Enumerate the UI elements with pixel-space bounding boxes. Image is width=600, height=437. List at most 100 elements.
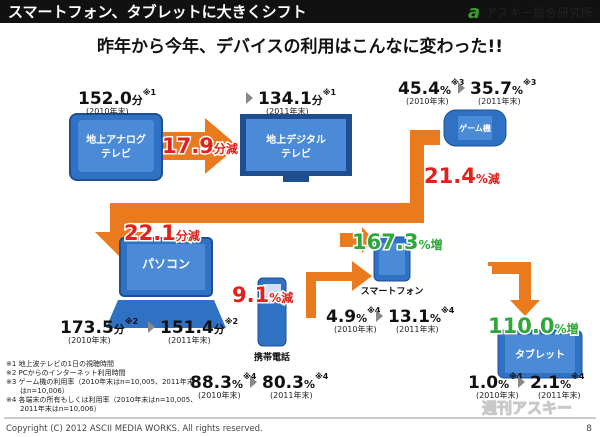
- device-label: 地上アナログ: [86, 133, 146, 146]
- footnote: ※1 地上波テレビの1日の視聴時間: [6, 359, 114, 368]
- arrow: [290, 261, 372, 318]
- change-unit: %増: [418, 237, 442, 252]
- arrow: [340, 227, 374, 253]
- stat-unit: %: [512, 84, 523, 97]
- stat: 152.0分※1: [78, 87, 157, 109]
- arrow: [160, 118, 238, 174]
- screen: [379, 243, 405, 275]
- stat-note: ※3: [451, 77, 464, 87]
- step-triangle: [250, 376, 257, 388]
- stat-unit: 分: [114, 322, 125, 336]
- footnote: 2011年末はn=10,006）: [6, 404, 101, 413]
- stat: 80.3%※4: [262, 371, 329, 393]
- stat-period: (2010年末): [334, 324, 377, 334]
- stat: 1.0%※4: [468, 371, 523, 393]
- stat-period: (2010年末): [198, 390, 241, 400]
- change-value: 17.9: [162, 134, 214, 158]
- dot: [496, 262, 500, 266]
- stat-unit: %: [356, 312, 367, 325]
- stat-value: 1.0: [468, 373, 498, 393]
- tv-stand: [283, 176, 309, 182]
- change-value: 110.0: [488, 314, 554, 338]
- screen: [458, 116, 492, 140]
- stat-unit: 分: [312, 93, 323, 107]
- step-triangle: [518, 376, 525, 388]
- step-triangle: [148, 321, 155, 333]
- footnote: ※3 ゲーム機の利用率（2010年末はn=10,005、2011年末: [6, 377, 194, 386]
- stat-note: ※1: [323, 87, 337, 97]
- stat-value: 13.1: [388, 307, 430, 327]
- stat-value: 2.1: [530, 373, 560, 393]
- device-label: ゲーム機: [459, 123, 491, 133]
- stat-note: ※4: [243, 371, 257, 381]
- device-label: パソコン: [142, 257, 190, 271]
- change: 22.1分減: [124, 221, 200, 245]
- step-triangle: [246, 92, 253, 104]
- stat-period: (2011年末): [168, 335, 211, 345]
- stat-period: (2011年末): [270, 390, 313, 400]
- stat-value: 4.9: [326, 307, 356, 327]
- device-label: 携帯電話: [254, 351, 290, 363]
- brand-logo: a: [468, 2, 480, 23]
- stat-note: ※3: [523, 77, 536, 87]
- stat-value: 88.3: [190, 373, 232, 393]
- screen: [263, 284, 281, 302]
- step-triangle: [376, 310, 383, 322]
- subtitle: 昨年から今年、デバイスの利用はこんなに変わった!!: [97, 36, 503, 57]
- stat: 88.3%※4: [190, 371, 257, 393]
- stat: 2.1%※4: [530, 371, 585, 393]
- stat-value: 173.5: [60, 318, 114, 338]
- stat-period: (2011年末): [266, 106, 309, 116]
- device-label: テレビ: [281, 147, 311, 160]
- change-unit: %減: [476, 171, 500, 186]
- copyright: Copyright (C) 2012 ASCII MEDIA WORKS. Al…: [6, 424, 263, 434]
- pc-keyboard: [106, 300, 226, 328]
- change-value: 21.4: [424, 164, 476, 188]
- watermark: 週刊アスキー: [482, 399, 572, 417]
- change: 21.4%減: [424, 164, 500, 188]
- stat: 173.5分※2: [60, 316, 138, 338]
- header-title: スマートフォン、タブレットに大きくシフト: [8, 3, 307, 21]
- stat-period: (2011年末): [538, 390, 581, 400]
- stat: 151.4分※2: [160, 316, 238, 338]
- stat-note: ※4: [367, 305, 381, 315]
- change: 167.3%増: [352, 230, 442, 254]
- change: 110.0%増: [488, 314, 578, 338]
- change-unit: %増: [554, 321, 578, 336]
- stat-value: 35.7: [470, 79, 512, 99]
- stat-period: (2010年末): [68, 335, 111, 345]
- device-label: タブレット: [515, 348, 565, 361]
- stat-period: (2011年末): [396, 324, 439, 334]
- stat-period: (2010年末): [86, 106, 129, 116]
- stat-note: ※4: [441, 305, 455, 315]
- stat: 4.9%※4: [326, 305, 381, 327]
- footnote: ※4 各端末の所有もしくは利用率（2010年末はn=10,005、: [6, 395, 197, 404]
- step-triangle: [458, 82, 465, 94]
- change-value: 167.3: [352, 230, 418, 254]
- footnote: ※2 PCからのインターネット利用時間: [6, 368, 126, 377]
- stat-note: ※2: [225, 316, 238, 326]
- stat-value: 80.3: [262, 373, 304, 393]
- device-label: 地上デジタル: [266, 133, 326, 146]
- stat-unit: %: [498, 378, 509, 391]
- change-unit: %減: [269, 290, 293, 305]
- screen: [246, 119, 346, 171]
- screen: [505, 335, 575, 373]
- stat-value: 134.1: [258, 89, 312, 109]
- stat-unit: 分: [132, 93, 143, 107]
- stat-value: 45.4: [398, 79, 440, 99]
- stat-unit: %: [430, 312, 441, 325]
- stat-unit: %: [440, 84, 451, 97]
- stat-note: ※4: [571, 371, 585, 381]
- stat-unit: %: [304, 378, 315, 391]
- devices: [4, 109, 596, 419]
- stat-unit: %: [560, 378, 571, 391]
- change-value: 22.1: [124, 221, 176, 245]
- change: 17.9分減: [162, 134, 238, 158]
- header-bar: [0, 0, 600, 23]
- change: 9.1%減: [232, 283, 293, 307]
- stat-note: ※2: [125, 316, 138, 326]
- stat: 45.4%※3: [398, 77, 464, 99]
- stat-note: ※4: [509, 371, 523, 381]
